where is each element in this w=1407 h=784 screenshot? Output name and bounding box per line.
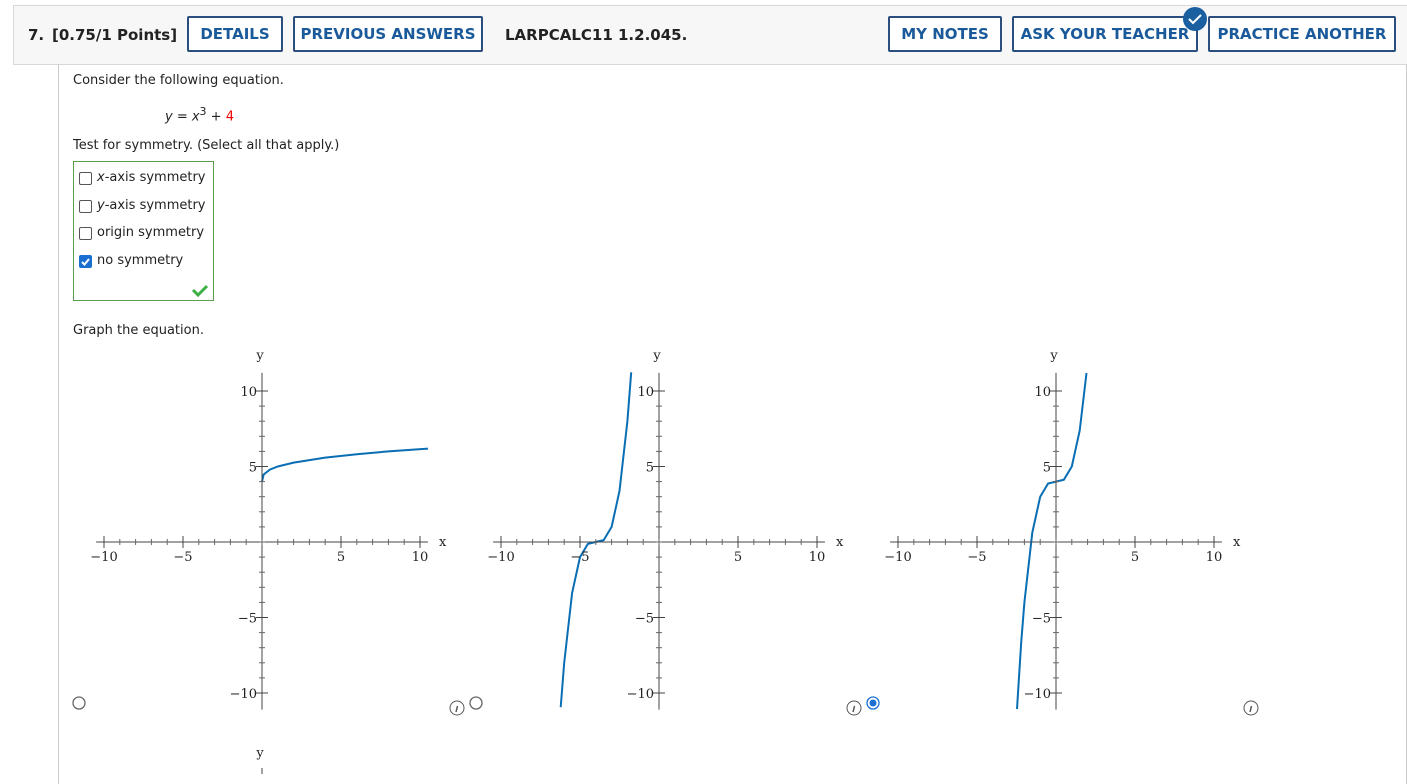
eq-lhs: y = x <box>165 109 200 125</box>
question-number: 7. <box>28 26 45 44</box>
option-text: no symmetry <box>97 252 184 268</box>
x-tick-label: 10 <box>1206 550 1223 565</box>
x-tick-label: −10 <box>487 550 514 565</box>
checkbox[interactable] <box>79 172 92 185</box>
y-tick-label: −5 <box>238 612 257 627</box>
checkbox[interactable] <box>79 227 92 240</box>
radio[interactable] <box>72 696 86 710</box>
previous-answers-button[interactable]: PREVIOUS ANSWERS <box>293 16 483 52</box>
option-label: no symmetry <box>97 253 183 268</box>
correct-check <box>191 284 209 298</box>
y-tick-label: −5 <box>635 612 654 627</box>
eq-plus: + <box>206 109 226 125</box>
x-tick-label: 10 <box>809 550 826 565</box>
x-tick-label: −10 <box>884 550 911 565</box>
eq-exponent: 3 <box>199 105 207 118</box>
x-tick-label: 5 <box>734 550 742 565</box>
problem-code: LARPCALC11 1.2.045. <box>505 26 688 44</box>
x-tick-label: −5 <box>967 550 986 565</box>
x-tick-label: −5 <box>173 550 192 565</box>
options-box: x-axis symmetry y-axis symmetry origin sym… <box>73 161 214 301</box>
equation: y = x3 + 4 <box>165 105 234 124</box>
y-tick-label: −10 <box>230 687 257 702</box>
curve <box>261 447 429 482</box>
practice-another-button[interactable]: PRACTICE ANOTHER <box>1208 16 1396 52</box>
info-icon-mark <box>1249 705 1253 713</box>
ask-teacher-button[interactable]: ASK YOUR TEACHER <box>1012 16 1198 52</box>
my-notes-button[interactable]: MY NOTES <box>888 16 1002 52</box>
x-label: x <box>836 535 844 550</box>
y-tick-label: −5 <box>1032 612 1051 627</box>
option-text: -axis symmetry <box>104 170 206 185</box>
y-label: y <box>1049 348 1058 363</box>
points: [0.75/1 Points] <box>52 26 178 44</box>
info-icon-mark <box>852 705 856 713</box>
x-tick-label: 5 <box>337 550 345 565</box>
y-tick-label: −10 <box>627 687 654 702</box>
x-tick-label: 10 <box>412 550 429 565</box>
radio[interactable] <box>469 696 483 710</box>
y-tick-label: 10 <box>240 385 257 400</box>
option-var: y <box>97 197 105 213</box>
y-label: y <box>652 348 661 363</box>
y-label: y <box>255 746 264 761</box>
x-tick-label: 5 <box>1131 550 1139 565</box>
y-tick-label: 5 <box>1043 461 1051 476</box>
y-tick-label: 5 <box>249 461 257 476</box>
x-tick-label: −5 <box>570 550 589 565</box>
checkbox[interactable] <box>79 254 92 268</box>
y-label: y <box>255 348 264 363</box>
option-label: y-axis symmetry <box>97 198 206 213</box>
x-label: x <box>1233 535 1241 550</box>
x-label: x <box>439 535 447 550</box>
y-tick-label: 10 <box>1034 385 1051 400</box>
option-text: origin symmetry <box>97 225 205 240</box>
check-badge <box>1183 7 1207 31</box>
option-text: -axis symmetry <box>104 197 206 213</box>
prompt: Consider the following equation. <box>73 73 284 88</box>
graph-prompt: Graph the equation. <box>73 323 204 338</box>
y-tick-label: 10 <box>637 385 654 400</box>
option-label: origin symmetry <box>97 225 204 240</box>
eq-constant: 4 <box>225 109 234 125</box>
details-button[interactable]: DETAILS <box>187 16 283 52</box>
option-var: x <box>97 170 105 185</box>
curve <box>1016 372 1088 710</box>
checkbox[interactable] <box>79 199 92 213</box>
symmetry-question: Test for symmetry. (Select all that appl… <box>73 138 340 153</box>
radio-dot <box>869 699 877 707</box>
y-tick-label: 5 <box>646 461 654 476</box>
y-tick-label: −10 <box>1024 687 1051 702</box>
option-label: x-axis symmetry <box>97 170 206 185</box>
info-icon-mark <box>455 705 459 713</box>
x-tick-label: −10 <box>90 550 117 565</box>
